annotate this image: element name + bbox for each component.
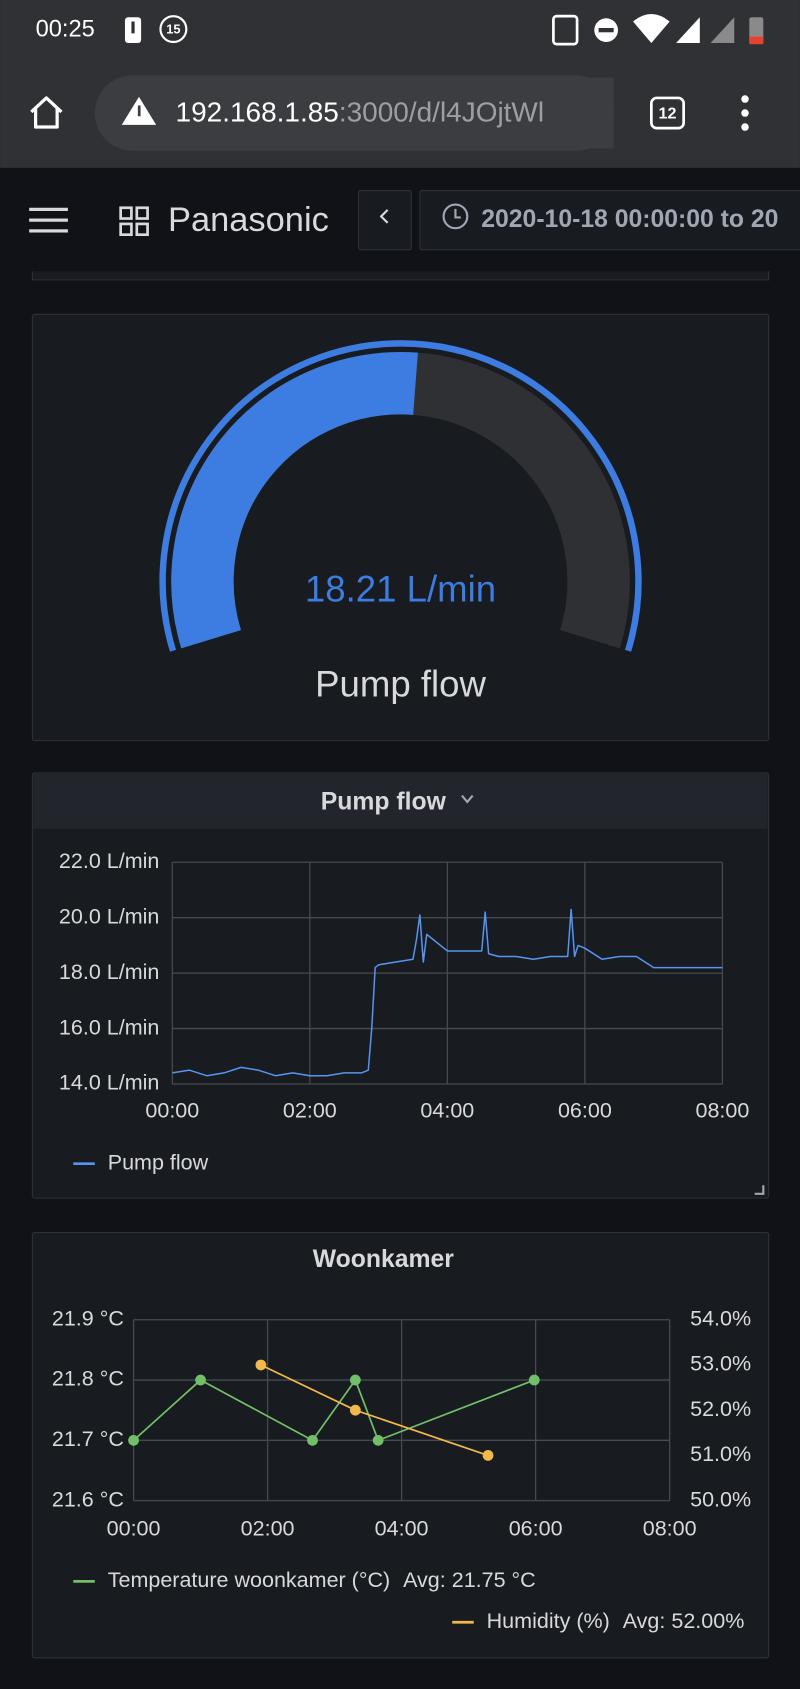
y-tick-label: 16.0 L/min: [59, 1015, 159, 1039]
legend-avg: Avg: 21.75 °C: [403, 1568, 536, 1592]
alert-icon-mark: [131, 21, 135, 34]
dashboard-icon: [119, 206, 149, 237]
x-tick-label: 08:00: [695, 1099, 749, 1123]
hamburger-line: [29, 229, 68, 233]
chevron-left: [379, 209, 389, 224]
y2-tick-label: 51.0%: [690, 1442, 751, 1466]
tab-count: 12: [659, 104, 677, 122]
url-host: 192.168.1.85: [176, 96, 339, 127]
data-point: [349, 1374, 361, 1386]
y-tick-label: 14.0 L/min: [59, 1071, 159, 1095]
grid-cell: [119, 206, 133, 220]
data-point: [307, 1434, 318, 1446]
menu-button[interactable]: [741, 95, 749, 131]
x-tick-label: 06:00: [509, 1516, 563, 1540]
legend-item[interactable]: Pump flow: [73, 1150, 209, 1174]
battery-level: [749, 36, 764, 45]
data-point: [128, 1434, 139, 1446]
x-tick-label: 00:00: [107, 1516, 161, 1540]
resize-handle[interactable]: [754, 1185, 765, 1195]
menu-dot: [741, 95, 749, 103]
side-menu-toggle[interactable]: [29, 207, 68, 233]
menu-dot: [741, 123, 749, 131]
y-tick-label: 21.8 °C: [52, 1367, 124, 1391]
grid-cell: [135, 222, 149, 237]
gauge-fill: [171, 352, 418, 649]
dashboard-title[interactable]: Panasonic: [168, 201, 329, 239]
url-bar[interactable]: [94, 75, 614, 151]
legend-item[interactable]: Temperature woonkamer (°C) Avg: 21.75 °C: [73, 1568, 536, 1592]
x-tick-label: 02:00: [283, 1099, 337, 1123]
wifi-icon: [633, 13, 670, 44]
x-tick-label: 00:00: [145, 1099, 199, 1123]
grid-cell: [135, 206, 149, 220]
y2-tick-label: 50.0%: [690, 1487, 751, 1511]
y2-tick-label: 54.0%: [690, 1306, 751, 1330]
series-line: [132, 1379, 535, 1442]
y-tick-label: 18.0 L/min: [59, 960, 159, 984]
panel-edge: [31, 271, 770, 281]
status-time: 00:25: [36, 16, 95, 42]
gauge-threshold-ring: [159, 340, 642, 652]
url-fade: [589, 77, 614, 149]
y2-tick-label: 52.0%: [690, 1397, 751, 1421]
x-tick-label: 02:00: [241, 1516, 295, 1540]
legend-item[interactable]: Humidity (%) Avg: 52.00%: [452, 1609, 744, 1633]
data-point: [372, 1434, 384, 1446]
url-path: :3000/d/l4JOjtWl: [339, 96, 544, 127]
gauge-value: 18.21 L/min: [305, 569, 496, 610]
legend-avg: Avg: 52.00%: [623, 1609, 745, 1633]
dnd-icon-bar: [598, 27, 614, 33]
y2-tick-label: 53.0%: [690, 1352, 751, 1376]
tabs-button[interactable]: [650, 96, 685, 130]
series-line: [172, 908, 723, 1077]
clock-hands: [454, 208, 461, 219]
clock-icon: [442, 203, 469, 230]
graph-panel: [31, 1232, 770, 1659]
x-tick-label: 04:00: [420, 1099, 474, 1123]
data-point: [349, 1404, 361, 1416]
dropdown-chevron: [461, 794, 474, 804]
panel-title[interactable]: Woonkamer: [313, 1246, 455, 1273]
nfc-icon: [552, 14, 579, 46]
panel-header: [33, 773, 768, 829]
legend-label: Humidity (%): [487, 1609, 610, 1633]
time-range: 2020-10-18 00:00:00 to 20: [481, 206, 778, 233]
data-point: [195, 1374, 206, 1386]
y-tick-label: 21.9 °C: [52, 1306, 124, 1330]
home-icon: [30, 96, 63, 129]
x-tick-label: 08:00: [643, 1516, 697, 1540]
time-range-picker[interactable]: [419, 189, 800, 251]
graph-panel: [31, 772, 770, 1199]
status-badge: 15: [166, 22, 180, 37]
menu-dot: [741, 109, 749, 117]
data-point: [255, 1359, 267, 1371]
panel-title[interactable]: Pump flow: [321, 789, 447, 816]
home-button[interactable]: [30, 96, 63, 129]
y-tick-label: 21.6 °C: [52, 1487, 124, 1511]
y-tick-label: 21.7 °C: [52, 1427, 124, 1451]
data-point: [482, 1450, 494, 1461]
badge-ring: [159, 15, 188, 44]
y-tick-label: 20.0 L/min: [59, 904, 159, 928]
hamburger-line: [29, 218, 68, 222]
y-tick-label: 22.0 L/min: [59, 849, 159, 873]
legend-label: Temperature woonkamer (°C): [108, 1568, 390, 1592]
legend-label: Pump flow: [108, 1150, 209, 1174]
gauge-title: Pump flow: [315, 663, 486, 704]
x-tick-label: 06:00: [558, 1099, 612, 1123]
grid-cell: [119, 222, 133, 237]
data-point: [528, 1374, 540, 1386]
warning-mark: [137, 105, 141, 117]
x-tick-label: 04:00: [375, 1516, 429, 1540]
hamburger-line: [29, 207, 68, 211]
